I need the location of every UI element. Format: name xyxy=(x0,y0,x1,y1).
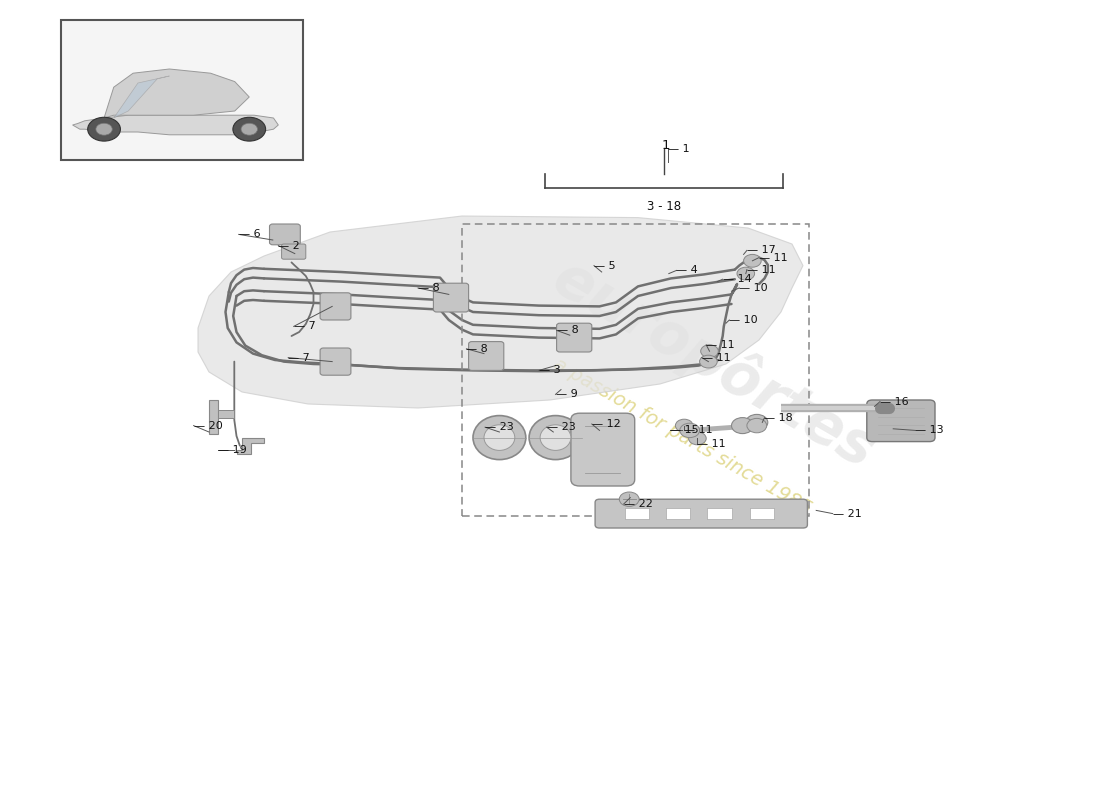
Polygon shape xyxy=(104,69,250,118)
FancyBboxPatch shape xyxy=(320,348,351,375)
Text: — 5: — 5 xyxy=(594,261,616,270)
Text: — 2: — 2 xyxy=(278,241,300,250)
Text: — 23: — 23 xyxy=(547,422,575,432)
FancyBboxPatch shape xyxy=(867,400,935,442)
Text: — 11: — 11 xyxy=(706,340,735,350)
Text: — 11: — 11 xyxy=(684,425,713,434)
Text: 1: 1 xyxy=(661,139,670,152)
FancyBboxPatch shape xyxy=(320,293,351,320)
Text: — 14: — 14 xyxy=(723,274,751,284)
Text: a passion for parts since 1985: a passion for parts since 1985 xyxy=(550,354,814,518)
Text: europôrtes: europôrtes xyxy=(543,248,887,480)
Text: — 23: — 23 xyxy=(485,422,514,432)
Text: — 17: — 17 xyxy=(747,246,776,255)
Circle shape xyxy=(732,418,754,434)
FancyBboxPatch shape xyxy=(282,244,306,259)
Ellipse shape xyxy=(484,425,515,450)
Bar xyxy=(750,508,774,519)
Text: — 10: — 10 xyxy=(729,315,758,325)
Circle shape xyxy=(233,118,265,141)
Circle shape xyxy=(700,355,717,368)
Text: — 3: — 3 xyxy=(539,366,561,375)
Text: — 13: — 13 xyxy=(915,426,944,435)
Bar xyxy=(60,20,302,160)
Text: — 11: — 11 xyxy=(759,253,788,262)
Text: — 9: — 9 xyxy=(556,390,578,399)
FancyBboxPatch shape xyxy=(557,323,592,352)
Circle shape xyxy=(88,118,120,141)
Circle shape xyxy=(680,423,700,438)
Ellipse shape xyxy=(473,416,526,459)
Circle shape xyxy=(746,414,768,430)
Circle shape xyxy=(737,267,755,280)
FancyBboxPatch shape xyxy=(595,499,807,528)
Text: — 6: — 6 xyxy=(239,230,261,239)
Text: — 19: — 19 xyxy=(218,446,246,455)
FancyBboxPatch shape xyxy=(571,413,635,486)
Text: — 8: — 8 xyxy=(557,326,579,335)
Bar xyxy=(707,508,732,519)
Text: — 18: — 18 xyxy=(764,413,793,422)
Text: — 21: — 21 xyxy=(833,509,861,518)
Circle shape xyxy=(96,123,112,135)
Circle shape xyxy=(675,419,693,432)
Text: — 11: — 11 xyxy=(702,353,730,362)
Bar xyxy=(666,508,690,519)
Polygon shape xyxy=(198,216,803,408)
Bar xyxy=(218,410,234,418)
Bar xyxy=(625,508,649,519)
Text: — 11: — 11 xyxy=(697,439,726,449)
Text: — 11: — 11 xyxy=(747,265,776,274)
Polygon shape xyxy=(113,76,169,118)
Polygon shape xyxy=(236,438,264,454)
Text: — 15: — 15 xyxy=(670,426,698,435)
Ellipse shape xyxy=(529,416,582,459)
Circle shape xyxy=(241,123,257,135)
Text: — 7: — 7 xyxy=(294,322,316,331)
Circle shape xyxy=(689,432,706,445)
FancyBboxPatch shape xyxy=(433,283,469,312)
Text: 3 - 18: 3 - 18 xyxy=(647,200,681,213)
Text: — 10: — 10 xyxy=(739,283,768,293)
Circle shape xyxy=(744,254,761,267)
Circle shape xyxy=(619,492,639,506)
Text: — 4: — 4 xyxy=(676,266,698,275)
FancyBboxPatch shape xyxy=(469,342,504,370)
Polygon shape xyxy=(73,115,278,134)
Text: — 1: — 1 xyxy=(668,144,690,154)
Text: — 20: — 20 xyxy=(194,421,222,430)
Ellipse shape xyxy=(540,425,571,450)
Circle shape xyxy=(701,345,718,358)
Circle shape xyxy=(747,418,767,433)
Text: — 12: — 12 xyxy=(592,419,620,429)
Bar xyxy=(462,224,808,516)
Polygon shape xyxy=(209,400,218,434)
Text: — 7: — 7 xyxy=(288,353,310,362)
Text: — 16: — 16 xyxy=(880,397,909,406)
Text: — 22: — 22 xyxy=(624,499,652,509)
Text: — 8: — 8 xyxy=(466,344,488,354)
FancyBboxPatch shape xyxy=(270,224,300,245)
Text: — 8: — 8 xyxy=(418,283,440,293)
